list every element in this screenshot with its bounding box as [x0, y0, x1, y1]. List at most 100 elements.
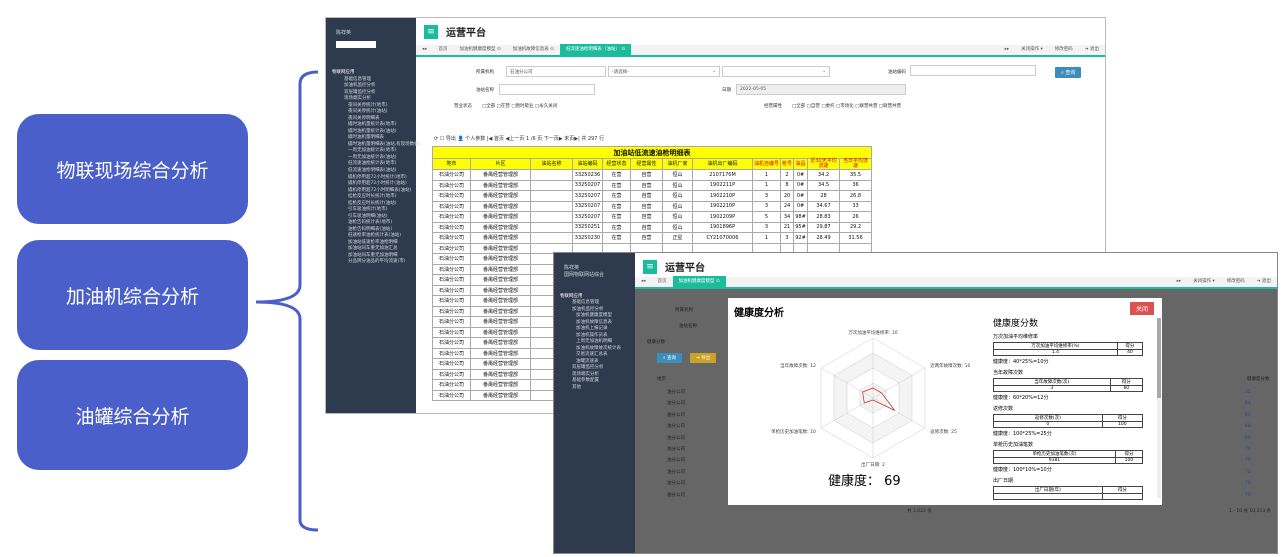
query-button[interactable]: ⌕ 查询 — [657, 353, 682, 363]
sidebar-menu-item[interactable]: 物联网应用 — [560, 293, 583, 299]
scrollbar-thumb[interactable] — [1157, 318, 1161, 398]
user-name-box — [336, 41, 376, 49]
table-cell: 番禺经营管理部 — [470, 295, 531, 307]
district-select[interactable]: -请选择- ⌄ — [608, 66, 720, 77]
sidebar-menu-item[interactable]: 加油机故障信息表 — [576, 319, 612, 325]
table-header-cell: 油品 — [793, 158, 809, 170]
close-ops-menu[interactable]: 关闭操作 ▾ — [1193, 279, 1215, 284]
menu-toggle-icon[interactable]: ≡ — [424, 24, 438, 39]
city-cell: 油分公司 — [667, 481, 685, 487]
sidebar-menu-item[interactable]: 引车吸油明细(油站) — [348, 213, 388, 219]
table-cell: 29.87 — [807, 221, 841, 233]
sidebar-menu-item[interactable]: 低速枪率油枪统计表(油站) — [348, 233, 402, 239]
sidebar-menu-item[interactable]: 上周无加油机明细 — [576, 339, 612, 345]
sidebar-menu-item[interactable]: 现场端实分析 — [572, 371, 599, 377]
sidebar-menu-item[interactable]: 油罐流速表 — [576, 358, 599, 364]
sidebar-menu-item[interactable]: 交易流速汇总表 — [576, 352, 608, 358]
site-name-input[interactable] — [499, 84, 595, 95]
status-checkboxes[interactable]: □全部 □在营 □暂时歇业 □永久关闭 — [482, 104, 558, 109]
sidebar-menu-item[interactable]: 现场端实分析 — [344, 96, 371, 102]
tab-low-flow[interactable]: 低流速油枪明细表（油站） ⊙ — [559, 44, 632, 56]
sidebar-menu-item[interactable]: 双层罐监控分析 — [344, 89, 376, 95]
tab-nav-left-icon[interactable]: ◂◂ — [641, 279, 646, 284]
logout-link[interactable]: ➔ 退出 — [1256, 279, 1271, 284]
section-value-cell: 40 — [1116, 349, 1144, 356]
sidebar-menu-item[interactable]: 加油机监控分析 — [344, 83, 376, 89]
close-ops-menu[interactable]: 关闭操作 ▾ — [1021, 47, 1043, 52]
sidebar-menu-item[interactable]: 夜间关停统计(地市) — [348, 102, 388, 108]
export-button[interactable]: ⇥ 导出 — [690, 353, 717, 363]
section-value-cell: 100 — [1101, 421, 1144, 428]
pager-text[interactable]: 共 1,022 条 — [907, 509, 932, 514]
sidebar-menu-item[interactable]: 加油机上报记录 — [576, 326, 608, 332]
sidebar-menu-item[interactable]: 物联网应用 — [332, 70, 355, 76]
sidebar-menu-item[interactable]: 夜间关停明细表 — [348, 115, 380, 121]
sidebar-menu-item[interactable]: 油枪告码明细表(油站) — [348, 226, 393, 232]
tab-nav-left-icon[interactable]: ◂◂ — [422, 47, 427, 52]
sidebar-menu: 物联网应用 基础信息管理 加油机监控分析 加油机健康度模型 加油机故障信息表 加油机上报记… — [554, 294, 635, 392]
sidebar-menu-item[interactable]: 加油机健康度模型 — [576, 313, 612, 319]
sidebar-menu-item[interactable]: 撬时油机量明细表 — [348, 135, 384, 141]
close-button[interactable]: 关闭 — [1129, 302, 1154, 315]
site-code-input[interactable] — [910, 65, 1036, 76]
change-password-link[interactable]: 修改密码 — [1226, 279, 1245, 284]
table-cell: 番禺经营管理部 — [470, 379, 531, 391]
sidebar-menu-item[interactable]: 其他 — [572, 384, 581, 390]
tab-home[interactable]: 首页 — [657, 279, 667, 284]
query-button[interactable]: ⌕ 查询 — [1055, 67, 1082, 78]
sidebar-menu-item[interactable]: 一周无加油统计表(地市) — [348, 148, 397, 154]
tab-nav-right-icon[interactable]: ▸▸ — [1004, 47, 1010, 52]
sidebar-menu-item[interactable]: 加油机操作员表 — [576, 332, 608, 338]
property-checkboxes[interactable]: □全部 □自营 □委托 □市场化 □联营共营 □联营共营 — [792, 104, 902, 109]
category-card-site-analysis[interactable]: 物联现场综合分析 — [17, 114, 248, 224]
sidebar-menu-item[interactable]: 基础信息管理 — [572, 300, 599, 306]
tab-home[interactable]: 首页 — [438, 47, 448, 52]
sidebar-menu-item[interactable]: 夜间关停统计(油站) — [348, 109, 388, 115]
sidebar-menu-item[interactable]: 分品牌分油品的平均流速(市) — [348, 259, 406, 265]
modal-scrollbar[interactable] — [1157, 318, 1161, 498]
table-toolbar[interactable]: ⟳ ☐ 导出 👤 个人参数 |◀ 首页 ◀上一页 1 /6 页 下一页▶ 末页▶… — [434, 136, 605, 142]
sidebar-menu-item[interactable]: 挂枪反应时长统计(地市) — [348, 194, 397, 200]
menu-toggle-icon[interactable]: ≡ — [643, 259, 657, 274]
sidebar-menu-item[interactable]: 撬时油机量明细表(油站,有现场数据) — [348, 141, 421, 147]
score-section: 出厂日期 出厂日期(年) 得分 — [993, 477, 1158, 500]
sidebar-menu-item[interactable]: 引车吸油统计(地市) — [348, 207, 388, 213]
category-card-dispenser-analysis[interactable]: 加油机综合分析 — [17, 240, 248, 350]
sidebar-menu-item[interactable]: 低流速油枪明细表(油站) — [348, 167, 397, 173]
sidebar-menu-item[interactable]: 油枪告码统计表(地市) — [348, 220, 393, 226]
sidebar-menu-item[interactable]: 撬机停用超72小时明细表(油站) — [348, 187, 412, 193]
sidebar-menu-item[interactable]: 加油机监控分析 — [572, 306, 604, 312]
table-cell: 3 — [751, 190, 782, 202]
section-value-cell — [993, 493, 1103, 500]
change-password-link[interactable]: 修改密码 — [1054, 47, 1073, 52]
sidebar-menu-item[interactable]: 一周无加油统计表(油站) — [348, 154, 397, 160]
sidebar-menu-item[interactable]: 撬机停用超72小时统计(油站) — [348, 181, 407, 187]
sidebar-menu-item[interactable]: 基础信息管理 — [344, 76, 371, 82]
tab-nav-right-icon[interactable]: ▸▸ — [1176, 279, 1182, 284]
sidebar-menu-item[interactable]: 双层罐监控分析 — [572, 365, 604, 371]
tab-health-model[interactable]: 加油机健康度模型 ⊙ — [459, 47, 501, 52]
sidebar-menu-item[interactable]: 撬机停用超72小时统计(地市) — [348, 174, 407, 180]
site-select[interactable]: ⌄ — [722, 66, 830, 77]
sidebar-menu-item[interactable]: 加油站低速枪率油枪明细 — [348, 239, 398, 245]
score-cell: 70 — [1245, 447, 1251, 453]
sidebar-menu-item[interactable]: 基础参数配置 — [572, 378, 599, 384]
sidebar-menu-item[interactable]: 低流速油枪统计表(地市) — [348, 161, 397, 167]
tab-fault-info[interactable]: 加油机故障信息表 ⊙ — [512, 47, 554, 52]
category-card-tank-analysis[interactable]: 油罐综合分析 — [17, 360, 248, 470]
sidebar-menu-item[interactable]: 撬时油机量统计表(油站) — [348, 128, 397, 134]
sidebar-menu-item[interactable]: 加油机故障故次统计表 — [576, 345, 621, 351]
org-select[interactable]: 石油分公司 — [506, 66, 606, 77]
sidebar-menu-item[interactable]: 挂枪反应时长统计(油站) — [348, 200, 397, 206]
sidebar-menu-item[interactable]: 加油站同车重无加油明细 — [348, 252, 398, 258]
tab-health-model[interactable]: 加油机健康度模型 ⊙ — [672, 276, 726, 288]
sidebar-menu-item[interactable]: 撬时油机量统计表(地市) — [348, 122, 397, 128]
sidebar-menu-item[interactable]: 加油站同车重无加油汇总 — [348, 246, 398, 252]
table-cell: 番禺经营管理部 — [470, 179, 531, 191]
city-cell: 油分公司 — [667, 390, 685, 395]
logout-link[interactable]: ➔ 退出 — [1084, 47, 1099, 52]
section-header-cell: 出厂日期(年) — [993, 486, 1103, 494]
health-score-column: 55 64 65 68 69 70 70 70 70 70 — [1245, 387, 1251, 501]
date-input[interactable]: 2022-05-05 — [736, 84, 906, 95]
table-row: 石油分公司 番禺经营管理部 33250251 在营 自营 恒山 1901896P 3 21 95#… — [432, 221, 873, 233]
